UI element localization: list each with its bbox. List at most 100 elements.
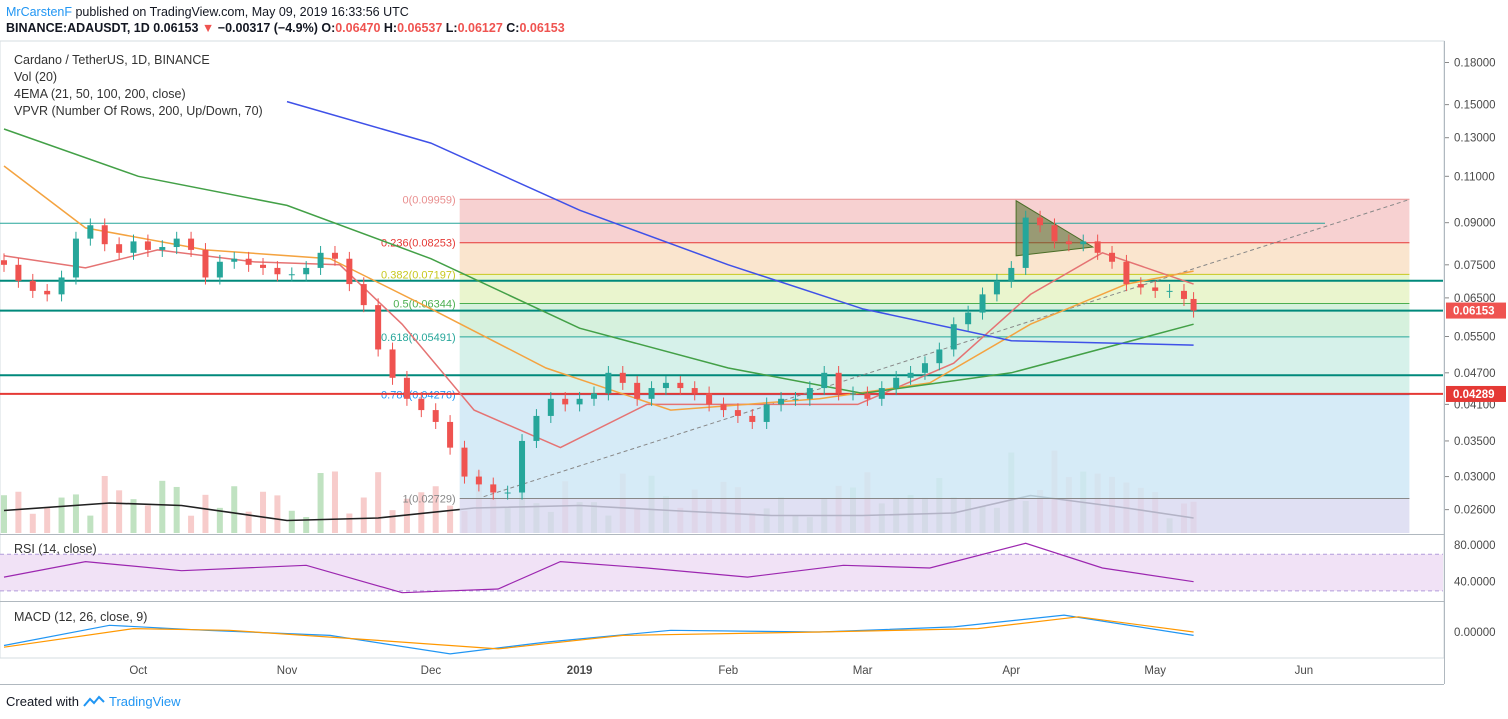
candle-body — [72, 238, 79, 278]
price-tick-label: 0.13000 — [1454, 133, 1496, 145]
candle-body — [634, 382, 641, 399]
candle-body — [806, 388, 813, 399]
candle-body — [677, 382, 684, 389]
candle-body — [461, 447, 468, 477]
candle-body — [1152, 287, 1159, 291]
candle-body — [87, 225, 94, 239]
candle-body — [1037, 217, 1044, 226]
candle-body — [274, 267, 281, 275]
price-chart[interactable]: 0(0.09959)0.236(0.08253)0.382(0.07197)0.… — [0, 40, 1508, 685]
candle-body — [893, 377, 900, 389]
footer: Created with TradingView — [6, 694, 181, 709]
price-tick-label: 0.09000 — [1454, 218, 1496, 230]
volume-bar — [375, 472, 382, 533]
fib-zone — [459, 199, 1410, 243]
candle-body — [547, 398, 554, 416]
candle-body — [303, 267, 310, 275]
candle-body — [936, 349, 943, 364]
current-price-tag — [1446, 302, 1506, 319]
candle-body — [763, 404, 770, 422]
ema200-line — [286, 100, 1194, 346]
candle-body — [850, 393, 857, 395]
volume-bar — [331, 471, 338, 533]
dashed-trend-line — [483, 199, 1410, 498]
fib-zone — [459, 394, 1410, 499]
candle-body — [418, 398, 425, 411]
candle-body — [662, 382, 669, 389]
time-tick-label: May — [1144, 665, 1166, 677]
close-label: C: — [506, 21, 520, 35]
candle-body — [993, 280, 1000, 295]
candle-body — [188, 238, 195, 250]
candle-body — [1022, 217, 1029, 268]
price-tick-label: 0.18000 — [1454, 57, 1496, 69]
candle-body — [648, 388, 655, 399]
candle-body — [288, 274, 295, 276]
candle-body — [965, 312, 972, 325]
volume-bar — [231, 486, 238, 533]
candle-body — [44, 290, 51, 295]
candle-body — [720, 404, 727, 411]
candle-body — [15, 264, 22, 281]
high-label: H: — [383, 21, 398, 35]
volume-bar — [360, 497, 367, 533]
time-tick-label: Mar — [853, 665, 873, 677]
time-tick-label: Oct — [129, 665, 148, 677]
volume-bar — [130, 499, 137, 533]
footer-brand[interactable]: TradingView — [108, 694, 181, 709]
candle-body — [130, 241, 137, 253]
candle-body — [950, 324, 957, 350]
candle-body — [821, 372, 828, 389]
candle-body — [317, 252, 324, 268]
candle-body — [792, 398, 799, 400]
candle-body — [58, 277, 65, 295]
fib-zone — [459, 274, 1410, 304]
price-tick-label: 0.06500 — [1454, 293, 1496, 305]
volume-bar — [188, 515, 195, 533]
fib-level-label: 0.5(0.06344) — [393, 298, 455, 310]
time-tick-label: 2019 — [567, 665, 593, 677]
candle-body — [864, 393, 871, 399]
candle-body — [1065, 241, 1072, 245]
candle-body — [389, 349, 396, 378]
volume-bar — [1, 495, 7, 533]
symbol-line: BINANCE:ADAUSDT, 1D 0.06153 ▼ −0.00317 (… — [6, 21, 565, 35]
candle-body — [101, 225, 108, 245]
open-label: O: — [321, 21, 336, 35]
volume-bar — [288, 510, 295, 533]
price-tick-label: 0.07500 — [1454, 260, 1496, 272]
volume-bar — [403, 498, 410, 533]
candle-body — [1094, 241, 1101, 253]
candle-body — [216, 261, 223, 278]
legend-volume: Vol (20) — [14, 70, 58, 84]
candle-body — [907, 372, 914, 378]
volume-bar — [274, 495, 281, 533]
fib-level-label: 0.618(0.05491) — [381, 332, 456, 344]
volume-bar — [173, 486, 180, 533]
published-text: published on TradingView.com, May 09, 20… — [75, 5, 409, 19]
candle-body — [403, 377, 410, 399]
volume-bar — [418, 492, 425, 533]
candle-body — [1137, 284, 1144, 288]
tradingview-logo-icon — [83, 695, 105, 707]
chart-legend: Cardano / TetherUS, 1D, BINANCE Vol (20)… — [14, 52, 263, 120]
candle-body — [29, 280, 36, 291]
author-link[interactable]: MrCarstenF — [6, 5, 72, 19]
volume-bar — [202, 494, 209, 533]
price-tick-label: 0.15000 — [1454, 100, 1496, 112]
candle-body — [1166, 290, 1173, 292]
candle-body — [346, 258, 353, 285]
candle-body — [231, 258, 238, 262]
fib-zone — [459, 303, 1410, 337]
rsi-line — [3, 542, 1194, 594]
candle-body — [1109, 252, 1116, 262]
ema21-line — [3, 249, 1194, 449]
candle-body — [260, 264, 267, 268]
candle-body — [447, 421, 454, 448]
candle-body — [331, 252, 338, 259]
fib-zone — [459, 336, 1410, 395]
candle-body — [360, 284, 367, 306]
publish-header: MrCarstenF published on TradingView.com,… — [6, 4, 409, 20]
low-label: L: — [445, 21, 458, 35]
candle-body — [590, 393, 597, 399]
